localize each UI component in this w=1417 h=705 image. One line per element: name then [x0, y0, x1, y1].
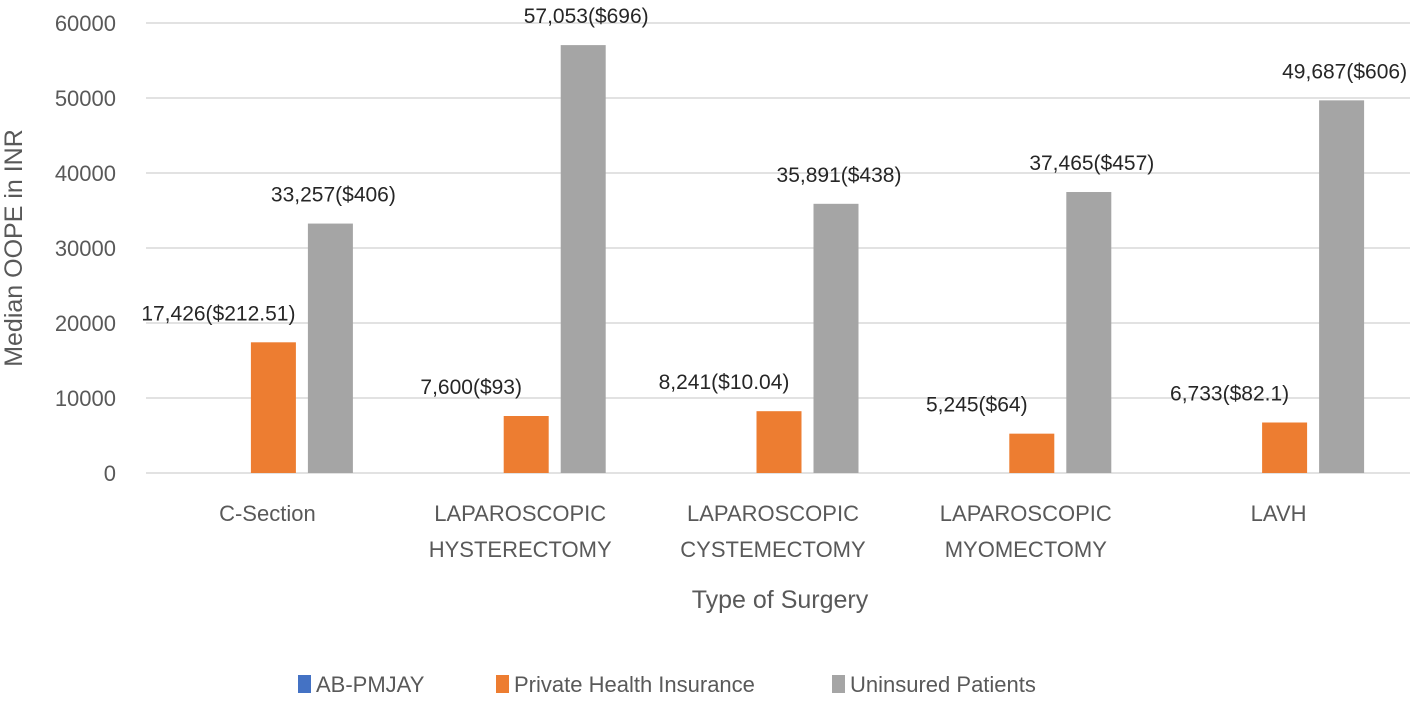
data-label: 49,687($606)	[1282, 60, 1407, 83]
bar-private-health-insurance	[250, 342, 296, 473]
legend-label: Private Health Insurance	[514, 672, 755, 697]
bar-uninsured-patients	[1066, 192, 1112, 473]
data-label: 8,241($10.04)	[659, 371, 790, 394]
data-label: 17,426($212.51)	[141, 302, 295, 325]
x-tick-label: LAPAROSCOPIC	[687, 501, 859, 526]
bar-uninsured-patients	[813, 203, 859, 473]
data-label: 35,891($438)	[777, 164, 902, 187]
data-label: 33,257($406)	[271, 184, 396, 207]
legend-swatch	[298, 675, 311, 693]
x-tick-label: C-Section	[219, 501, 316, 526]
data-label: 6,733($82.1)	[1170, 383, 1289, 406]
y-axis-title: Median OOPE in INR	[0, 129, 28, 367]
y-tick-label: 20000	[55, 311, 116, 336]
x-tick-label: HYSTERECTOMY	[429, 537, 612, 562]
bar-private-health-insurance	[756, 411, 802, 473]
y-tick-label: 30000	[55, 236, 116, 261]
y-tick-label: 60000	[55, 11, 116, 36]
y-tick-label: 50000	[55, 86, 116, 111]
x-axis-title: Type of Surgery	[692, 586, 869, 614]
legend-label: AB-PMJAY	[316, 672, 425, 697]
legend-swatch	[496, 675, 509, 693]
data-label: 57,053($696)	[524, 5, 649, 28]
bar-private-health-insurance	[1009, 433, 1055, 473]
x-tick-label: MYOMECTOMY	[945, 537, 1107, 562]
legend-swatch	[832, 675, 845, 693]
bar-uninsured-patients	[307, 223, 353, 473]
bar-private-health-insurance	[1262, 422, 1308, 473]
x-tick-label: LAPAROSCOPIC	[940, 501, 1112, 526]
bar-uninsured-patients	[560, 45, 606, 473]
y-tick-label: 10000	[55, 386, 116, 411]
y-tick-label: 40000	[55, 161, 116, 186]
data-label: 5,245($64)	[926, 394, 1028, 417]
bar-private-health-insurance	[503, 416, 549, 473]
legend-label: Uninsured Patients	[850, 672, 1036, 697]
y-tick-label: 0	[104, 461, 116, 486]
bar-uninsured-patients	[1319, 100, 1365, 473]
data-label: 7,600($93)	[420, 376, 522, 399]
x-tick-label: LAPAROSCOPIC	[434, 501, 606, 526]
x-tick-label: LAVH	[1251, 501, 1307, 526]
x-tick-label: CYSTEMECTOMY	[680, 537, 866, 562]
data-label: 37,465($457)	[1029, 152, 1154, 175]
